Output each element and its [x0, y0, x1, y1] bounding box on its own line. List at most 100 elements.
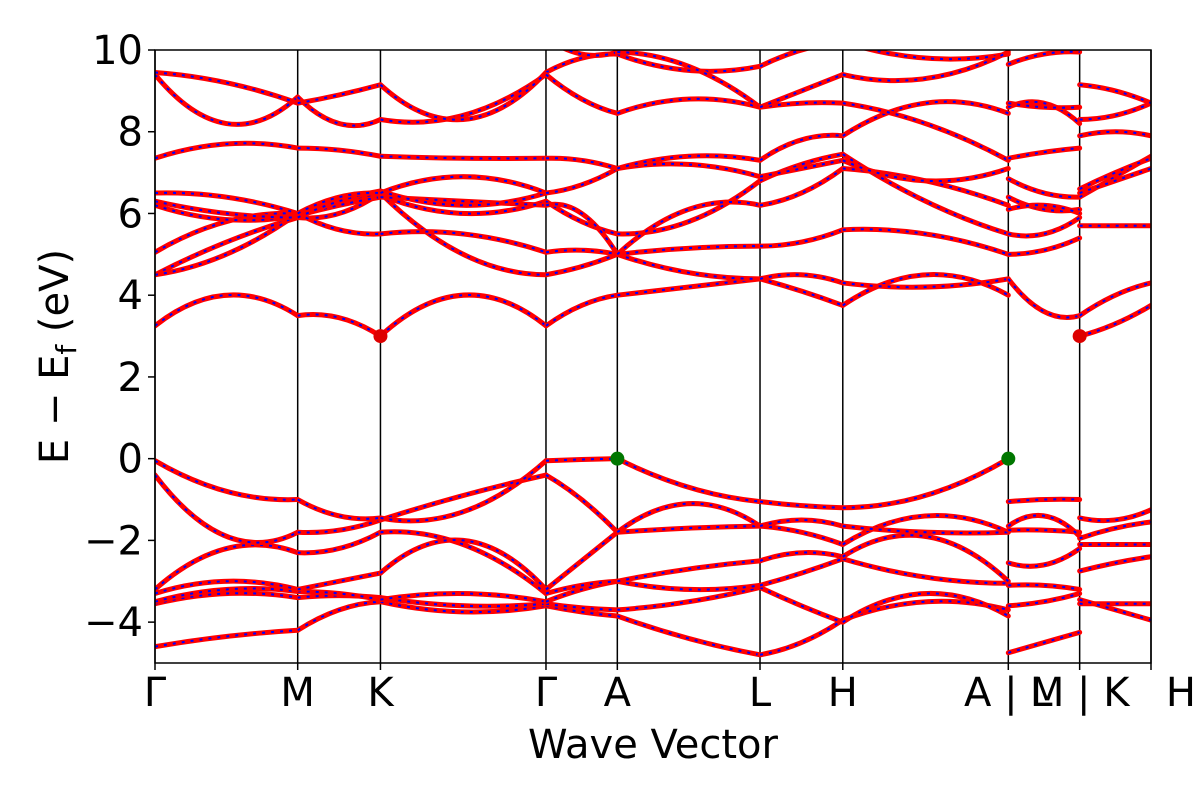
band-line-spin-down [1079, 281, 1151, 317]
y-tick-label: −2 [84, 518, 143, 564]
band-line-spin-up [614, 523, 763, 535]
band-line-spin-down [155, 191, 298, 215]
band-line-spin-up [377, 537, 549, 592]
band-line-spin-up [614, 96, 763, 116]
band-line-spin-down [1007, 514, 1081, 538]
band-line-spin-down [380, 73, 547, 124]
band-line-spin-down [380, 175, 547, 194]
band-line-spin-down [545, 602, 618, 611]
band-line-spin-down [296, 96, 381, 127]
cbm-marker [1072, 329, 1087, 344]
band-line-spin-down [545, 253, 618, 276]
x-tick-label: H [1166, 670, 1196, 716]
band-line-spin-down [1008, 547, 1081, 568]
band-line-spin-down [759, 101, 843, 109]
band-edge-markers [373, 329, 1087, 466]
band-line-spin-up [757, 549, 846, 564]
cbm-marker [373, 329, 388, 344]
y-axis-title: E − Ef (eV) [32, 249, 83, 464]
band-line-spin-down [297, 190, 381, 219]
band-line-spin-down [545, 167, 618, 195]
band-line-spin-down [545, 249, 618, 256]
band-line-spin-up [1005, 591, 1083, 609]
band-line-spin-up [757, 517, 846, 529]
band-line-spin-up [155, 458, 301, 503]
band-line-spin-down [155, 629, 298, 648]
band-line-spin-down [842, 557, 1009, 585]
band-line-spin-down [759, 586, 844, 624]
band-line-spin-up [543, 166, 620, 196]
y-axis-title-subscript: f [50, 344, 83, 355]
band-line-spin-up [1077, 155, 1151, 192]
band-line-spin-up [377, 174, 549, 196]
y-tick-label: 6 [118, 191, 143, 237]
band-line-spin-down [1079, 521, 1151, 540]
band-line-spin-up [561, 50, 620, 58]
band-line-spin-down [155, 459, 298, 501]
band-line-spin-down [1008, 204, 1081, 215]
band-line-spin-up [757, 617, 846, 658]
band-line-spin-down [155, 71, 299, 105]
band-line-spin-down [1007, 50, 1080, 66]
band-line-spin-up [377, 292, 549, 339]
band-line-spin-up [155, 140, 301, 161]
band-line-spin-down [617, 245, 761, 256]
band-line-spin-down [545, 73, 618, 115]
band-line-spin-down [617, 253, 761, 280]
x-tick-label: M [280, 670, 315, 716]
band-line-spin-down [1079, 555, 1151, 573]
band-line-spin-down [842, 102, 1009, 162]
band-line-spin-down [616, 502, 761, 534]
band-line-spin-down [297, 590, 381, 601]
band-line-spin-down [380, 600, 547, 614]
band-line-spin-up [757, 272, 846, 286]
band-line-spin-down [297, 147, 381, 158]
band-line-spin-down [155, 543, 299, 591]
band-line-spin-down [545, 53, 618, 74]
x-axis-title: Wave Vector [528, 722, 779, 768]
band-line-spin-down [759, 50, 806, 68]
band-line-spin-down [155, 592, 298, 605]
band-line-spin-down [1079, 83, 1151, 105]
band-line-spin-down [1007, 177, 1080, 199]
high-symmetry-lines [154, 50, 1152, 663]
band-line-spin-down [155, 142, 298, 160]
x-tick-label: A [604, 670, 632, 716]
band-line-spin-down [1007, 100, 1081, 125]
y-axis-title-unit: (eV) [32, 249, 78, 345]
y-axis: −4 −2 0 2 4 6 8 10 [84, 28, 155, 646]
band-line-spin-up [295, 82, 383, 106]
x-tick-label: K [367, 670, 395, 716]
band-line-spin-up [543, 72, 620, 116]
band-line-spin-up [614, 161, 763, 180]
band-line-spin-down [545, 157, 618, 170]
band-line-spin-down [617, 179, 761, 235]
band-line-spin-down [545, 200, 618, 235]
band-line-spin-down [616, 53, 761, 73]
band-line-spin-up [295, 497, 383, 522]
band-line-spin-down [1008, 498, 1080, 503]
band-line-spin-down [155, 200, 298, 219]
band-line-spin-down [616, 457, 761, 503]
band-line-spin-up [757, 157, 846, 180]
band-line-spin-up [1005, 215, 1083, 239]
band-line-spin-down [545, 604, 618, 617]
band-line-spin-down [842, 153, 1009, 235]
y-tick-label: 10 [92, 28, 143, 74]
band-line-spin-down [842, 525, 1009, 534]
band-line-spin-up [295, 311, 383, 339]
band-line-spin-down [545, 580, 618, 595]
band-line-spin-down [380, 155, 546, 160]
band-line-spin-up [295, 570, 383, 592]
x-tick-label: H [828, 670, 858, 716]
band-line-spin-down [297, 600, 381, 632]
band-line-spin-down [297, 212, 381, 236]
band-line-spin-down [297, 498, 381, 520]
band-line-spin-down [616, 97, 761, 115]
band-line-spin-up [757, 50, 811, 69]
band-line-spin-down [617, 162, 761, 178]
band-line-spin-down [155, 293, 299, 327]
x-tick-label: L [749, 670, 772, 716]
band-line-spin-up [295, 145, 383, 159]
